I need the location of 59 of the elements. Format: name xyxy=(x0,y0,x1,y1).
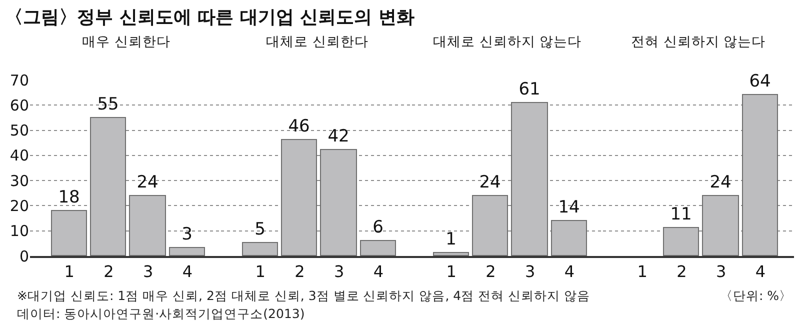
x-tick-label: 1 xyxy=(255,262,266,282)
text: 데이터: 동아시아연구원·사회적기업연구소(2013) xyxy=(17,306,305,321)
x-tick-label: 2 xyxy=(676,262,687,282)
data-label: 18 xyxy=(58,188,80,208)
chart-title: 대체로 신뢰하지 않는다 xyxy=(433,34,582,50)
data-label: 42 xyxy=(328,126,350,146)
x-tick-label: 2 xyxy=(486,262,496,282)
bar xyxy=(320,149,357,256)
bar xyxy=(242,242,278,256)
bar xyxy=(169,247,205,256)
x-tick-label: 4 xyxy=(182,262,193,282)
x-tick-label: 4 xyxy=(564,262,575,282)
data-label: 46 xyxy=(288,116,310,136)
x-tick-label: 1 xyxy=(637,262,648,282)
chart-title: 대체로 신뢰한다 xyxy=(266,34,368,50)
y-tick-label: 50 xyxy=(10,122,29,140)
chart-title: 매우 신뢰한다 xyxy=(82,34,170,50)
data-label: 1 xyxy=(446,230,456,250)
data-label: 24 xyxy=(479,172,501,192)
x-tick-label: 1 xyxy=(446,262,456,282)
data-label: 6 xyxy=(372,218,384,238)
data-label: 24 xyxy=(710,172,732,192)
data-label: 55 xyxy=(97,94,119,114)
chart-title: 전혀 신뢰하지 않는다 xyxy=(631,34,766,50)
x-tick-label: 1 xyxy=(64,262,74,282)
text: 〈그림〉정부 신뢰도에 따른 대기업 신뢰도의 변화 xyxy=(5,7,414,28)
data-label: 5 xyxy=(254,220,266,240)
x-tick-label: 2 xyxy=(104,262,114,282)
x-tick-label: 4 xyxy=(373,262,384,282)
x-tick-label: 3 xyxy=(334,262,344,282)
x-tick-label: 4 xyxy=(755,262,766,282)
y-tick-label: 40 xyxy=(10,146,29,165)
x-tick-label: 3 xyxy=(143,262,154,282)
data-label: 14 xyxy=(558,198,580,218)
x-tick-label: 3 xyxy=(525,262,536,282)
bar xyxy=(51,210,87,256)
y-tick-label: 0 xyxy=(19,247,29,266)
bar xyxy=(511,102,548,256)
x-tick-label: 3 xyxy=(716,262,726,282)
bar xyxy=(360,240,396,256)
text: ※대기업 신뢰도: 1점 매우 신뢰, 2점 대체로 신뢰, 3점 별로 신뢰하지 않음, 4점 전혀 신뢰하지 않음 xyxy=(17,288,590,303)
y-tick-label: 10 xyxy=(10,222,29,240)
data-label: 61 xyxy=(518,80,540,100)
y-tick-label: 70 xyxy=(10,71,29,90)
bar xyxy=(129,195,166,256)
data-label: 24 xyxy=(136,172,158,192)
y-tick-label: 30 xyxy=(10,172,29,190)
bar xyxy=(433,252,469,256)
bar xyxy=(281,139,317,256)
x-tick-label: 2 xyxy=(294,262,305,282)
data-label: 11 xyxy=(670,204,692,224)
data-label: 64 xyxy=(749,72,771,92)
data-label: 3 xyxy=(182,224,192,244)
bar xyxy=(551,220,587,256)
bar xyxy=(90,117,126,256)
text: 〈단위: %〉 xyxy=(720,288,792,303)
bar xyxy=(472,195,508,256)
y-tick-label: 60 xyxy=(10,96,29,114)
y-tick-label: 20 xyxy=(10,196,29,215)
